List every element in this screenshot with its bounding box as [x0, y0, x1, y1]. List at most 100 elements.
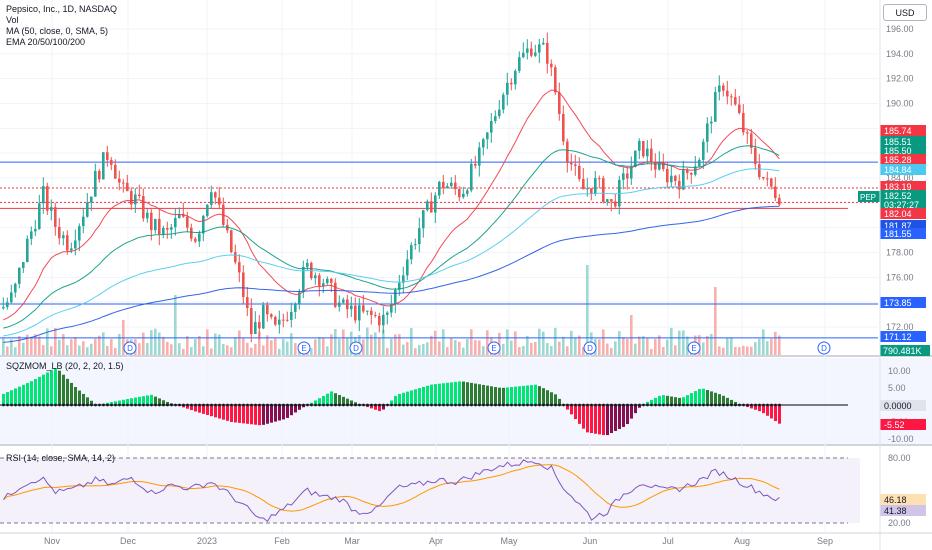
- candle-body: [390, 303, 393, 313]
- volume-bar: [382, 329, 385, 355]
- price-tick-label: 192.00: [886, 74, 914, 84]
- volume-bar: [726, 338, 729, 355]
- candle-body: [74, 240, 77, 249]
- sqz-bar: [462, 381, 465, 405]
- sqz-dot: [182, 403, 185, 407]
- sqz-dot: [142, 403, 145, 407]
- currency-button[interactable]: USD: [883, 4, 927, 21]
- candle-body: [334, 282, 337, 307]
- volume-bar: [778, 335, 781, 355]
- volume-bar: [142, 332, 145, 355]
- sqz-dot: [126, 403, 129, 407]
- volume-bar: [386, 347, 389, 355]
- sqz-dot: [406, 403, 409, 407]
- candle-body: [162, 227, 165, 235]
- candle-body: [742, 112, 745, 133]
- sqz-dot: [346, 403, 349, 407]
- candle-body: [630, 167, 633, 179]
- sqz-bar: [502, 387, 505, 405]
- candle-body: [414, 244, 417, 246]
- sqz-dot: [58, 403, 61, 407]
- event-marker-label: E: [491, 344, 496, 353]
- sqz-bar: [38, 376, 41, 405]
- sqz-bar: [282, 405, 285, 420]
- sqz-dot: [22, 403, 25, 407]
- sqz-dot: [534, 403, 537, 407]
- candle-body: [514, 70, 517, 85]
- volume-bar: [530, 342, 533, 355]
- event-marker-label: D: [587, 344, 593, 353]
- volume-bar: [334, 329, 337, 355]
- candle-body: [122, 182, 125, 184]
- sqz-bar: [82, 393, 85, 405]
- volume-bar: [42, 345, 45, 355]
- sqz-bar: [722, 395, 725, 405]
- volume-bar: [502, 343, 505, 355]
- event-marker-label: D: [127, 344, 133, 353]
- sqz-bar: [46, 372, 49, 405]
- sqz-bar: [122, 399, 125, 405]
- sqz-bar: [594, 405, 597, 434]
- candle-body: [346, 299, 349, 310]
- volume-bar: [230, 347, 233, 355]
- sqz-dot: [86, 403, 89, 407]
- sqz-dot: [38, 403, 41, 407]
- candle-body: [374, 314, 377, 316]
- volume-bar: [566, 346, 569, 355]
- price-axis-label-bg: [880, 297, 926, 308]
- volume-bar: [758, 338, 761, 355]
- volume-axis-label: 790.481K: [883, 346, 922, 356]
- candle-body: [50, 207, 53, 211]
- sqz-bar: [558, 398, 561, 405]
- volume-bar: [450, 338, 453, 355]
- sqz-bar: [286, 405, 289, 418]
- candle-body: [46, 186, 49, 211]
- volume-bar: [522, 346, 525, 355]
- sqz-dot: [6, 403, 9, 407]
- sqz-bar: [198, 405, 201, 413]
- candle-body: [518, 57, 521, 71]
- sqz-dot: [678, 403, 681, 407]
- volume-bar: [678, 330, 681, 355]
- sqz-bar: [70, 382, 73, 405]
- sqz-dot: [558, 403, 561, 407]
- candle-body: [686, 169, 689, 173]
- event-marker-circle: [583, 341, 597, 355]
- sqz-bar: [226, 405, 229, 421]
- sqz-bar: [142, 396, 145, 405]
- sqz-dot: [706, 403, 709, 407]
- sqz-dot: [398, 403, 401, 407]
- sqz-bar: [542, 388, 545, 405]
- candle-body: [2, 307, 5, 309]
- candle-body: [394, 289, 397, 304]
- sqz-bar: [2, 393, 5, 405]
- candle-body: [550, 63, 553, 68]
- ticker-label-bg: [858, 191, 880, 202]
- price-axis-label: 185.51: [884, 137, 912, 147]
- sqz-bar: [22, 384, 25, 405]
- volume-bar: [254, 343, 257, 355]
- sqz-dot: [102, 403, 105, 407]
- candle-body: [722, 85, 725, 91]
- sqz-bar: [474, 383, 477, 405]
- sqz-dot: [50, 403, 53, 407]
- sqz-dot: [602, 403, 605, 407]
- sqz-bar: [566, 405, 569, 410]
- sqz-dot: [554, 403, 557, 407]
- sqz-dot: [470, 403, 473, 407]
- volume-bar: [702, 342, 705, 355]
- sqz-value-label: -5.52: [884, 420, 905, 430]
- volume-bar: [286, 341, 289, 355]
- sqz-dot: [302, 403, 305, 407]
- volume-bar: [138, 343, 141, 355]
- sqz-bar: [490, 386, 493, 405]
- sqz-dot: [90, 403, 93, 407]
- candle-body: [182, 214, 185, 217]
- sqz-dot: [462, 403, 465, 407]
- sqz-bar: [406, 391, 409, 405]
- sqz-dot: [730, 403, 733, 407]
- sqz-dot: [774, 403, 777, 407]
- candle-body: [398, 282, 401, 290]
- candle-body: [350, 305, 353, 310]
